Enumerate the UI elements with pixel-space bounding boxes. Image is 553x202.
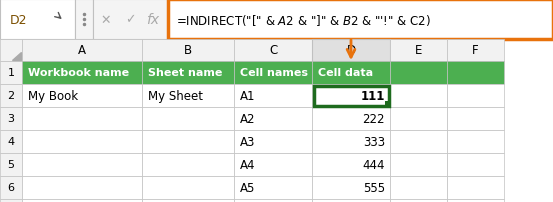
Bar xyxy=(312,199,390,202)
Text: =INDIRECT("[" & $A$2 & "]" & $B$2 & "'!" & C2): =INDIRECT("[" & $A$2 & "]" & $B$2 & "'!"… xyxy=(176,13,431,27)
Bar xyxy=(22,176,142,199)
Bar xyxy=(390,107,447,130)
Text: A: A xyxy=(78,44,86,57)
Text: fx: fx xyxy=(147,13,160,27)
Bar xyxy=(390,62,447,85)
Text: A4: A4 xyxy=(240,158,255,171)
Bar xyxy=(0,153,22,176)
Text: A2: A2 xyxy=(240,113,255,125)
Bar xyxy=(447,199,504,202)
Bar xyxy=(142,153,234,176)
Text: Cell names: Cell names xyxy=(240,68,308,78)
Text: ✓: ✓ xyxy=(125,14,135,26)
Bar xyxy=(447,85,504,107)
Bar xyxy=(447,40,504,62)
Bar xyxy=(22,85,142,107)
Bar xyxy=(22,130,142,153)
Bar xyxy=(234,176,312,199)
Polygon shape xyxy=(12,53,21,61)
Bar xyxy=(22,199,142,202)
Bar xyxy=(75,0,93,40)
Bar xyxy=(142,85,234,107)
Text: B: B xyxy=(184,44,192,57)
Bar xyxy=(314,86,389,106)
Bar xyxy=(142,62,234,85)
Bar xyxy=(234,153,312,176)
Text: Sheet name: Sheet name xyxy=(148,68,222,78)
Text: A5: A5 xyxy=(240,181,255,194)
Text: D2: D2 xyxy=(10,14,28,26)
Text: 111: 111 xyxy=(361,89,385,102)
Text: 1: 1 xyxy=(8,68,14,78)
Text: D: D xyxy=(346,44,356,57)
Bar xyxy=(390,40,447,62)
Text: 4: 4 xyxy=(7,137,14,147)
Bar xyxy=(22,107,142,130)
Text: A3: A3 xyxy=(240,135,255,148)
Bar xyxy=(234,107,312,130)
Bar xyxy=(234,62,312,85)
Text: E: E xyxy=(415,44,422,57)
Text: 5: 5 xyxy=(8,160,14,170)
Bar xyxy=(0,40,22,62)
Bar xyxy=(93,0,168,40)
Text: My Sheet: My Sheet xyxy=(148,89,203,102)
Text: A1: A1 xyxy=(240,89,255,102)
Bar xyxy=(312,176,390,199)
Bar xyxy=(0,85,22,107)
Bar xyxy=(142,199,234,202)
Text: Cell data: Cell data xyxy=(318,68,373,78)
Bar xyxy=(390,199,447,202)
Text: 6: 6 xyxy=(8,183,14,193)
Text: ✕: ✕ xyxy=(101,14,111,26)
Bar xyxy=(0,176,22,199)
Bar xyxy=(312,62,390,85)
Text: 222: 222 xyxy=(363,113,385,125)
Bar xyxy=(0,199,22,202)
Bar xyxy=(142,40,234,62)
Text: My Book: My Book xyxy=(28,89,78,102)
Text: 2: 2 xyxy=(7,91,14,101)
Bar xyxy=(22,153,142,176)
Bar xyxy=(447,130,504,153)
Text: 555: 555 xyxy=(363,181,385,194)
Text: 333: 333 xyxy=(363,135,385,148)
Bar xyxy=(0,0,75,40)
Bar xyxy=(234,130,312,153)
Bar xyxy=(142,107,234,130)
Bar xyxy=(447,107,504,130)
Bar xyxy=(142,130,234,153)
Bar xyxy=(447,176,504,199)
Bar xyxy=(312,85,390,107)
Bar xyxy=(22,40,142,62)
Bar xyxy=(447,62,504,85)
Text: 444: 444 xyxy=(363,158,385,171)
Bar xyxy=(390,85,447,107)
Text: Workbook name: Workbook name xyxy=(28,68,129,78)
Bar xyxy=(0,62,22,85)
Bar xyxy=(0,130,22,153)
Bar xyxy=(312,153,390,176)
Bar xyxy=(390,153,447,176)
Bar xyxy=(0,107,22,130)
Bar xyxy=(385,101,390,106)
Bar xyxy=(390,176,447,199)
Bar xyxy=(390,130,447,153)
Bar xyxy=(447,153,504,176)
Text: 3: 3 xyxy=(8,114,14,124)
Bar xyxy=(234,199,312,202)
Bar xyxy=(312,107,390,130)
Bar xyxy=(168,0,553,40)
Bar xyxy=(142,176,234,199)
Text: F: F xyxy=(472,44,479,57)
Bar xyxy=(22,62,142,85)
Bar xyxy=(234,85,312,107)
Bar xyxy=(312,40,390,62)
Bar xyxy=(312,130,390,153)
Text: C: C xyxy=(269,44,277,57)
Bar xyxy=(234,40,312,62)
